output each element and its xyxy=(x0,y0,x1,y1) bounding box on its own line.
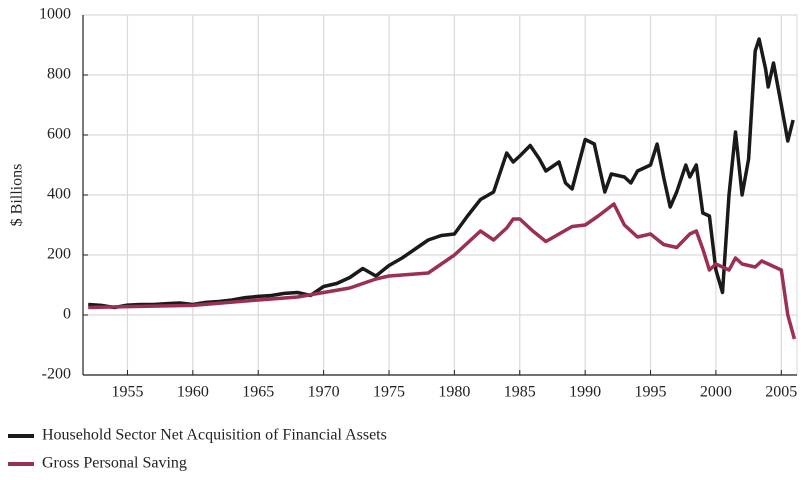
x-tick-label: 1960 xyxy=(177,384,209,401)
x-tick-label: 2005 xyxy=(765,384,797,401)
legend-label: Gross Personal Saving xyxy=(42,455,187,472)
x-tick-label: 1975 xyxy=(373,384,405,401)
y-tick-label: -200 xyxy=(42,366,71,383)
y-tick-label: 200 xyxy=(47,246,71,263)
x-tick-label: 1980 xyxy=(438,384,470,401)
y-tick-label: 1000 xyxy=(39,6,71,23)
y-tick-label: 600 xyxy=(47,126,71,143)
series-line xyxy=(88,202,797,340)
x-tick-label: 1965 xyxy=(242,384,274,401)
y-axis-label: $ Billions xyxy=(9,164,26,227)
x-tick-label: 1970 xyxy=(308,384,340,401)
x-tick-label: 1995 xyxy=(635,384,667,401)
x-tick-label: 1955 xyxy=(111,384,143,401)
x-tick-label: 1990 xyxy=(569,384,601,401)
series-line xyxy=(88,37,795,310)
x-tick-label: 1985 xyxy=(504,384,536,401)
legend-label: Household Sector Net Acquisition of Fina… xyxy=(42,427,387,444)
y-tick-label: 0 xyxy=(63,306,71,323)
y-tick-label: 800 xyxy=(47,66,71,83)
y-tick-label: 400 xyxy=(47,186,71,203)
x-tick-label: 2000 xyxy=(700,384,732,401)
